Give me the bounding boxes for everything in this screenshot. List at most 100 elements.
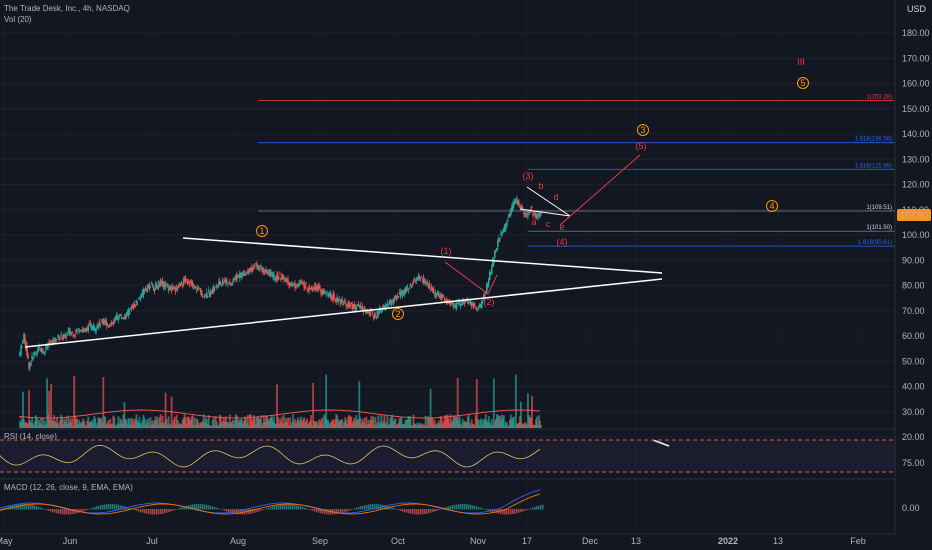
macd-histogram-bar <box>106 504 108 510</box>
volume-bar <box>256 416 258 428</box>
candle-body <box>32 358 34 360</box>
wave-label-circle <box>392 308 404 320</box>
volume-bar <box>519 416 521 428</box>
volume-bar <box>222 418 225 428</box>
candle-body <box>291 283 293 286</box>
candle-body <box>499 237 501 239</box>
macd-histogram-bar <box>396 509 398 510</box>
volume-bar <box>238 419 241 428</box>
volume-bar <box>146 423 149 428</box>
volume-bar <box>246 414 249 428</box>
volume-bar <box>113 417 116 428</box>
candle-body <box>447 302 450 304</box>
candle-body <box>243 271 245 273</box>
macd-histogram-bar <box>476 506 478 510</box>
price-tick-label: 170.00 <box>902 53 930 63</box>
macd-histogram-bar <box>406 509 408 513</box>
currency-label[interactable]: USD <box>906 4 926 14</box>
price-tick-label: 180.00 <box>902 28 930 38</box>
volume-bar <box>214 415 217 428</box>
candle-body <box>475 308 478 310</box>
volume-bar <box>243 416 246 428</box>
fib-level-label: 1.618(95.61) <box>858 240 892 246</box>
volume-bar <box>82 418 85 428</box>
volume-bar <box>287 417 289 428</box>
candle-body <box>537 214 539 218</box>
volume-bar <box>79 424 82 428</box>
volume-bar <box>322 425 325 428</box>
candle-body <box>183 278 186 283</box>
fib-level-label: 1.618(125.99) <box>855 163 892 169</box>
candle-body <box>538 212 540 215</box>
volume-bar <box>135 414 138 428</box>
volume-bar <box>306 418 308 428</box>
candle-body <box>204 294 207 295</box>
volume-bar <box>260 415 262 428</box>
fib-level-label: 1.618(136.56) <box>855 137 892 143</box>
candle-body <box>214 286 217 288</box>
volume-bar <box>302 419 304 428</box>
macd-histogram-bar <box>350 509 352 511</box>
candle-body <box>414 280 417 283</box>
candle-body <box>84 328 87 330</box>
time-tick-label: 2022 <box>718 536 738 546</box>
candle-body <box>157 281 160 287</box>
price-tick-label: 120.00 <box>902 180 930 190</box>
candle-body <box>223 280 226 283</box>
volume-bar <box>477 420 480 428</box>
volume-bar <box>442 421 445 428</box>
volume-bar <box>351 423 354 428</box>
candle-body <box>68 328 70 336</box>
volume-bar <box>528 415 530 428</box>
candle-body <box>271 272 273 274</box>
candle-body <box>93 327 96 330</box>
volume-bar <box>248 414 251 428</box>
macd-histogram-bar <box>90 508 92 510</box>
volume-bar <box>505 422 508 428</box>
macd-histogram-bar <box>102 504 104 510</box>
candle-body <box>49 342 51 344</box>
volume-bar <box>371 420 374 428</box>
candle-body <box>97 324 100 328</box>
volume-bar <box>169 423 172 428</box>
macd-histogram-bar <box>4 507 6 510</box>
volume-bar <box>387 425 390 428</box>
time-axis[interactable]: May Jun Jul Aug Sep Oct Nov 17 Dec 13 2022 13 Feb <box>0 533 895 546</box>
candle-body <box>302 281 304 283</box>
macd-histogram-bar <box>148 509 150 515</box>
price-tick-label: 130.00 <box>902 154 930 164</box>
candle-body <box>115 315 118 319</box>
volume-bar <box>295 423 297 428</box>
volume-bar <box>233 420 236 428</box>
macd-histogram-bar <box>28 504 30 510</box>
candle-body <box>407 290 410 291</box>
volume-bar <box>357 419 360 428</box>
candle-body <box>190 281 193 285</box>
candle-body <box>148 284 151 290</box>
candle-body <box>282 274 284 278</box>
candle-body <box>292 283 294 285</box>
volume-bar <box>225 421 228 428</box>
volume-bar <box>262 422 264 428</box>
volume-bar <box>74 415 77 428</box>
macd-histogram-bar <box>508 509 510 515</box>
symbol-title: The Trade Desk, Inc., 4h, NASDAQ <box>4 4 130 13</box>
candle-body <box>469 300 472 305</box>
macd-histogram-bar <box>132 509 134 510</box>
volume-bar <box>472 423 475 428</box>
volume-bar <box>369 419 372 428</box>
candle-body <box>53 340 55 343</box>
macd-histogram-bar <box>292 504 294 510</box>
candle-body <box>20 345 22 355</box>
volume-bar <box>384 424 387 428</box>
candle-body <box>240 274 242 278</box>
macd-histogram-bar <box>412 509 414 515</box>
volume-bar <box>460 425 463 428</box>
candle-body <box>322 291 324 295</box>
volume-bar <box>172 419 175 428</box>
volume-bar <box>130 417 133 428</box>
volume-bar <box>464 422 467 428</box>
candle-body <box>267 271 269 273</box>
